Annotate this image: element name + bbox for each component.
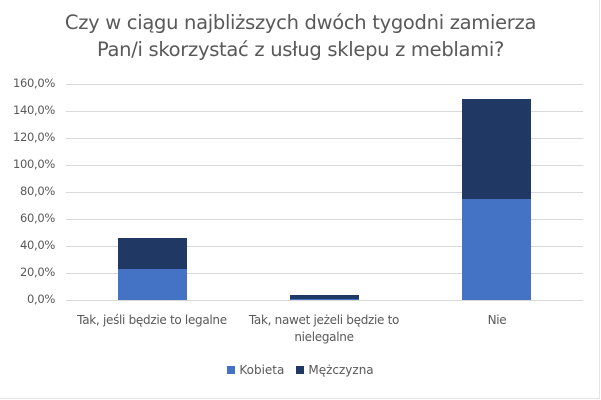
y-tick-label: 0,0% bbox=[26, 292, 55, 306]
gridline bbox=[66, 273, 583, 274]
bar-segment bbox=[290, 295, 359, 300]
y-tick-label: 100,0% bbox=[12, 157, 55, 171]
legend: Kobieta Mężczyzna bbox=[0, 363, 601, 377]
gridline bbox=[66, 84, 583, 85]
gridline bbox=[66, 165, 583, 166]
legend-label-mezczyzna: Mężczyzna bbox=[308, 363, 374, 377]
gridline bbox=[66, 192, 583, 193]
legend-swatch-mezczyzna bbox=[296, 366, 305, 374]
legend-item-kobieta: Kobieta bbox=[227, 363, 284, 377]
y-tick-label: 40,0% bbox=[19, 238, 55, 252]
bar-stack bbox=[462, 98, 531, 300]
bar-stack bbox=[290, 295, 359, 300]
chart-title: Czy w ciągu najbliższych dwóch tygodni z… bbox=[0, 9, 601, 63]
gridline bbox=[66, 246, 583, 247]
x-category-label: Tak, jeśli będzie to legalne bbox=[77, 313, 227, 327]
x-category-label: Tak, nawet jeżeli będzie to nielegalne bbox=[248, 313, 400, 344]
legend-label-kobieta: Kobieta bbox=[239, 363, 285, 377]
y-tick-label: 80,0% bbox=[19, 184, 55, 198]
bar-segment bbox=[118, 268, 187, 300]
y-tick-label: 140,0% bbox=[12, 103, 55, 117]
gridline bbox=[66, 111, 583, 112]
y-tick-label: 60,0% bbox=[19, 211, 55, 225]
y-tick-label: 160,0% bbox=[12, 76, 55, 90]
chart-title-line-1: Czy w ciągu najbliższych dwóch tygodni z… bbox=[64, 11, 537, 34]
y-tick-label: 20,0% bbox=[19, 265, 55, 279]
legend-item-mezczyzna: Mężczyzna bbox=[296, 363, 374, 377]
bar-segment bbox=[462, 98, 531, 199]
bar-segment bbox=[290, 299, 359, 300]
gridline bbox=[66, 219, 583, 220]
y-tick-label: 120,0% bbox=[12, 130, 55, 144]
gridline bbox=[66, 138, 583, 139]
chart-title-line-2: Pan/i skorzystać z usług sklepu z meblam… bbox=[96, 38, 505, 61]
gridline bbox=[66, 300, 583, 301]
bar-stack bbox=[118, 237, 187, 300]
bar-segment bbox=[462, 198, 531, 300]
legend-swatch-kobieta bbox=[227, 366, 236, 374]
bar-segment bbox=[118, 237, 187, 269]
x-category-label: Nie bbox=[487, 313, 507, 327]
